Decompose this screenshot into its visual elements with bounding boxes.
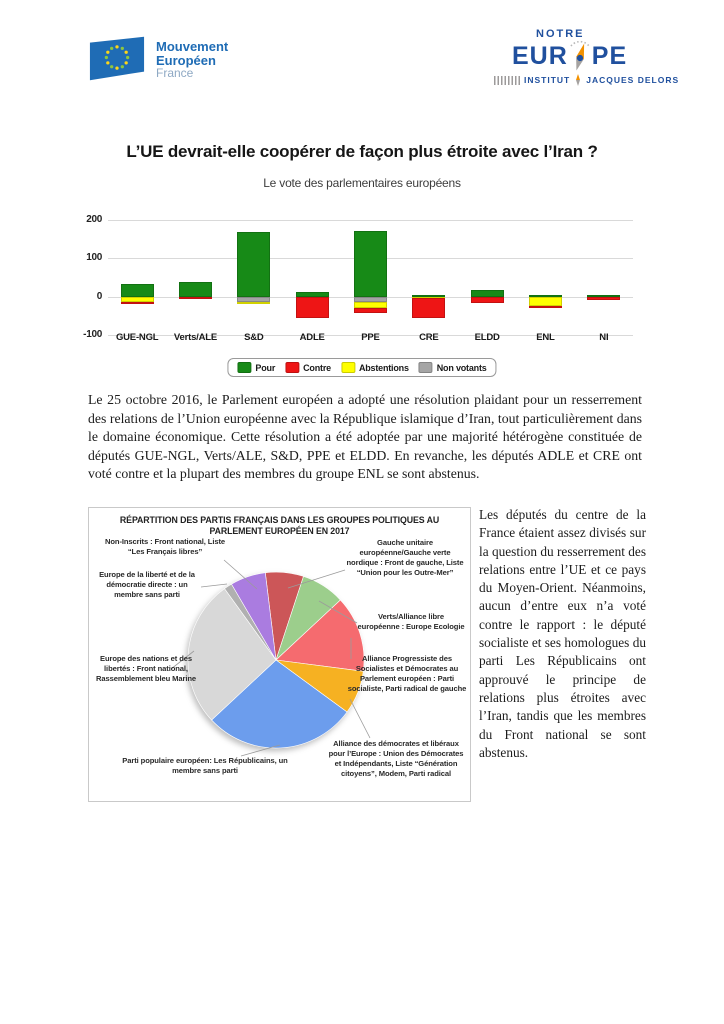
bar-segment [179,296,212,299]
pie-slice [211,659,348,749]
bar-segment [237,301,271,304]
pie-chart-title: RÉPARTITION DES PARTIS FRANÇAIS DANS LES… [119,515,440,537]
legend-item-contre: Contre [285,362,331,373]
legend-swatch [418,362,433,373]
eu-flag-icon [89,36,145,81]
pie-chart [170,559,371,757]
body-paragraph: Le 25 octobre 2016, le Parlement europée… [88,392,642,482]
bar-segment [354,296,387,302]
bar-segment [120,296,154,302]
bar-segment [179,282,212,297]
page-title: L’UE devrait-elle coopérer de façon plus… [126,142,598,161]
mouvement-europeen-logo: Mouvement Européen France [88,34,228,84]
legend-swatch [237,362,252,373]
pie-label-verts: Verts/Alliance libre européenne : Europe… [357,612,465,632]
legend-label: Pour [255,362,276,373]
bar-plot [108,214,633,341]
bar-segment [354,307,387,313]
bar-segment [295,292,329,297]
x-tick-label: S&D [244,332,264,343]
gridline [108,219,633,221]
pie-label-enl: Europe des nations et des libertés : Fro… [95,654,197,684]
pie-label-non-inscrits: Non-Inscrits : Front national, Liste “Le… [104,537,225,557]
logo-text-europeen: Européen [156,52,216,68]
pie-label-adle: Alliance des démocrates et libéraux pour… [328,739,464,779]
bar-segment [470,296,504,303]
pie-chart-box: RÉPARTITION DES PARTIS FRANÇAIS DANS LES… [88,507,471,802]
x-tick-label: ELDD [474,332,500,343]
gridline [108,335,633,337]
pie-slice [231,572,277,661]
pie-label-sd: Alliance Progressiste des Socialistes et… [347,654,467,694]
pie-label-gauche-unitaire: Gauche unitaire européenne/Gauche verte … [346,538,464,578]
x-tick-label: PPE [361,332,380,343]
legend-label: Non votants [436,362,487,373]
pie-slice [187,588,277,721]
bar-segment [354,230,387,297]
logo-bars-icon [494,75,520,85]
pie-slice [275,599,365,672]
bar-segment [587,296,621,300]
logo-text-notre: NOTRE [536,28,585,40]
logo-text-pe: PE [591,41,628,70]
x-tick-label: ADLE [299,332,325,343]
eu-stars [104,45,130,70]
chart-subtitle: Le vote des parlementaires européens [263,176,461,190]
bar-segment [529,306,562,309]
bar-segment [237,232,271,297]
legend-item-pour: Pour [237,362,275,373]
compass-needle-icon [570,40,590,71]
logo-text-france: France [156,66,194,81]
x-tick-label: NI [599,332,609,343]
logo-text-mouvement: Mouvement [156,39,229,54]
bar-segment [470,289,504,297]
legend-label: Contre [303,362,331,373]
bar-segment [529,296,562,307]
legend-swatch [285,362,300,373]
small-needle-icon [576,74,581,86]
x-tick-label: ENL [536,332,555,343]
notre-europe-logo: NOTRE EUR PE INSTITUT JACQUES DELORS [494,28,704,86]
y-tick-label: -100 [83,329,102,341]
bar-segment [354,301,387,308]
bar-segment [237,296,271,302]
legend-item-abstentions: Abstentions [340,362,409,373]
bar-chart-legend: Pour Contre Abstentions Non votants [227,358,497,377]
logo-text-jacques-delors: JACQUES DELORS [586,75,680,85]
pie-label-ppe: Parti populaire européen: Les Républicai… [122,756,288,776]
pie-label-eldd: Europe de la liberté et de la démocratie… [99,570,195,600]
pie-slices [187,571,365,749]
y-tick-label: 0 [96,290,103,302]
bar-segment [120,284,154,297]
bar-segment [120,301,154,304]
bar-chart-y-axis: 200 100 0 -100 [68,214,102,341]
x-tick-label: Verts/ALE [173,332,217,343]
pie-leader-lines [170,559,371,757]
legend-swatch [340,362,355,373]
logo-text-institut: INSTITUT [524,75,571,85]
x-tick-label: GUE-NGL [115,332,159,343]
logo-text-eur: EUR [512,41,568,70]
side-paragraph: Les députés du centre de la France étaie… [479,507,646,760]
bar-segment [412,297,446,318]
y-tick-label: 200 [86,213,102,225]
bar-chart-x-axis: GUE-NGL Verts/ALE S&D ADLE PPE CRE ELDD ENL NI [108,332,633,346]
bar-segment [295,296,329,318]
legend-label: Abstentions [358,362,409,373]
x-tick-label: CRE [419,332,439,343]
y-tick-label: 100 [86,252,102,264]
bar-segment [412,294,446,297]
legend-item-non_votants: Non votants [418,362,487,373]
